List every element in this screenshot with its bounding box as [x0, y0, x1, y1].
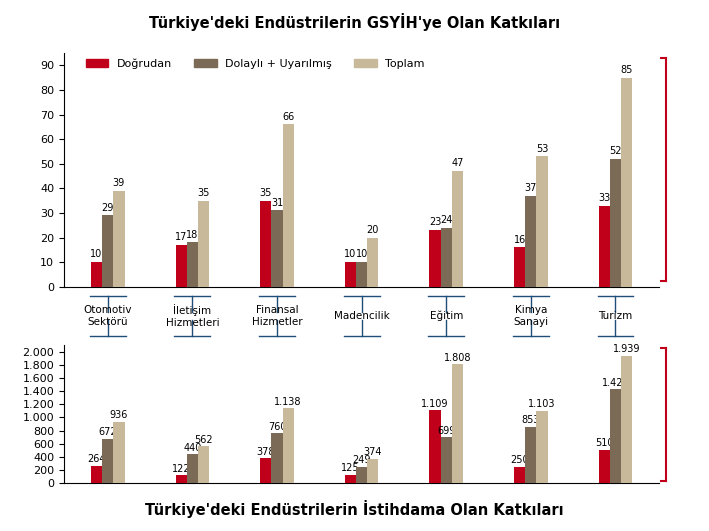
Text: 264: 264: [87, 454, 106, 464]
Text: 10: 10: [355, 250, 368, 259]
Text: 936: 936: [110, 410, 128, 420]
Bar: [621, 356, 632, 483]
Bar: [440, 437, 452, 483]
Text: 1.138: 1.138: [274, 397, 302, 407]
Text: Finansal
Hizmetler: Finansal Hizmetler: [252, 305, 302, 327]
Text: 23: 23: [429, 217, 441, 227]
Bar: [260, 458, 272, 483]
Text: 20: 20: [367, 225, 379, 235]
Text: 29: 29: [101, 203, 114, 212]
Text: 35: 35: [259, 188, 272, 198]
Bar: [452, 364, 463, 483]
Bar: [186, 243, 198, 287]
Text: 17: 17: [175, 232, 187, 242]
Text: 66: 66: [282, 112, 294, 122]
Bar: [283, 124, 294, 287]
Text: 10: 10: [345, 250, 357, 259]
Bar: [430, 230, 440, 287]
Text: Madencilik: Madencilik: [334, 311, 389, 321]
Bar: [610, 159, 621, 287]
Bar: [345, 262, 356, 287]
Bar: [260, 201, 272, 287]
Bar: [176, 475, 186, 483]
Text: Eğitim: Eğitim: [430, 311, 463, 321]
Bar: [272, 210, 283, 287]
Text: 1.103: 1.103: [528, 399, 556, 409]
Text: 16: 16: [513, 235, 526, 245]
Bar: [610, 389, 621, 483]
Bar: [283, 408, 294, 483]
Text: 33: 33: [598, 193, 610, 203]
Bar: [113, 422, 125, 483]
Text: Kimya
Sanayi: Kimya Sanayi: [513, 305, 548, 327]
Text: 1.109: 1.109: [421, 399, 449, 409]
Text: 85: 85: [620, 65, 633, 75]
Text: 52: 52: [609, 146, 622, 156]
Text: 853: 853: [522, 415, 540, 425]
Text: 440: 440: [183, 443, 201, 452]
Text: 24: 24: [440, 215, 452, 225]
Bar: [430, 410, 440, 483]
Bar: [91, 262, 102, 287]
Text: 1.429: 1.429: [602, 378, 630, 388]
Text: 39: 39: [113, 178, 125, 188]
Bar: [598, 450, 610, 483]
Bar: [198, 201, 209, 287]
Text: 1.939: 1.939: [613, 344, 640, 354]
Text: 18: 18: [186, 230, 199, 239]
Text: 10: 10: [90, 250, 103, 259]
Bar: [452, 171, 463, 287]
Text: 760: 760: [268, 422, 286, 432]
Bar: [345, 475, 356, 483]
Text: 125: 125: [341, 464, 359, 473]
Bar: [525, 196, 537, 287]
Bar: [113, 191, 125, 287]
Text: 37: 37: [525, 183, 537, 193]
Bar: [598, 205, 610, 287]
Text: 378: 378: [257, 447, 275, 457]
Bar: [525, 427, 537, 483]
Bar: [367, 459, 379, 483]
Text: 699: 699: [437, 426, 455, 435]
Text: 374: 374: [364, 447, 382, 457]
Text: 31: 31: [271, 198, 283, 208]
Bar: [440, 228, 452, 287]
Text: Otomotiv
Sektörü: Otomotiv Sektörü: [84, 305, 132, 327]
Bar: [198, 446, 209, 483]
Bar: [272, 433, 283, 483]
Bar: [537, 157, 547, 287]
Text: 53: 53: [536, 143, 548, 153]
Bar: [102, 216, 113, 287]
Bar: [356, 467, 367, 483]
Bar: [537, 410, 547, 483]
Text: 122: 122: [172, 464, 191, 474]
Text: 562: 562: [194, 434, 213, 444]
Text: 672: 672: [99, 427, 117, 438]
Bar: [514, 247, 525, 287]
Text: 250: 250: [510, 455, 529, 465]
Bar: [186, 455, 198, 483]
Bar: [367, 237, 379, 287]
Legend: Doğrudan, Dolaylı + Uyarılmış, Toplam: Doğrudan, Dolaylı + Uyarılmış, Toplam: [82, 54, 430, 73]
Text: 1.808: 1.808: [444, 353, 471, 363]
Bar: [176, 245, 186, 287]
Text: 510: 510: [595, 438, 613, 448]
Bar: [621, 78, 632, 287]
Text: 47: 47: [451, 158, 464, 168]
Text: 35: 35: [197, 188, 210, 198]
Text: 249: 249: [352, 455, 371, 465]
Bar: [91, 466, 102, 483]
Text: Türkiye'deki Endüstrilerin İstihdama Olan Katkıları: Türkiye'deki Endüstrilerin İstihdama Ola…: [145, 500, 564, 518]
Text: İletişim
Hizmetleri: İletişim Hizmetleri: [165, 304, 219, 328]
Text: Turizm: Turizm: [598, 311, 632, 321]
Text: Türkiye'deki Endüstrilerin GSYİH'ye Olan Katkıları: Türkiye'deki Endüstrilerin GSYİH'ye Olan…: [149, 13, 560, 31]
Bar: [356, 262, 367, 287]
Bar: [102, 439, 113, 483]
Bar: [514, 467, 525, 483]
